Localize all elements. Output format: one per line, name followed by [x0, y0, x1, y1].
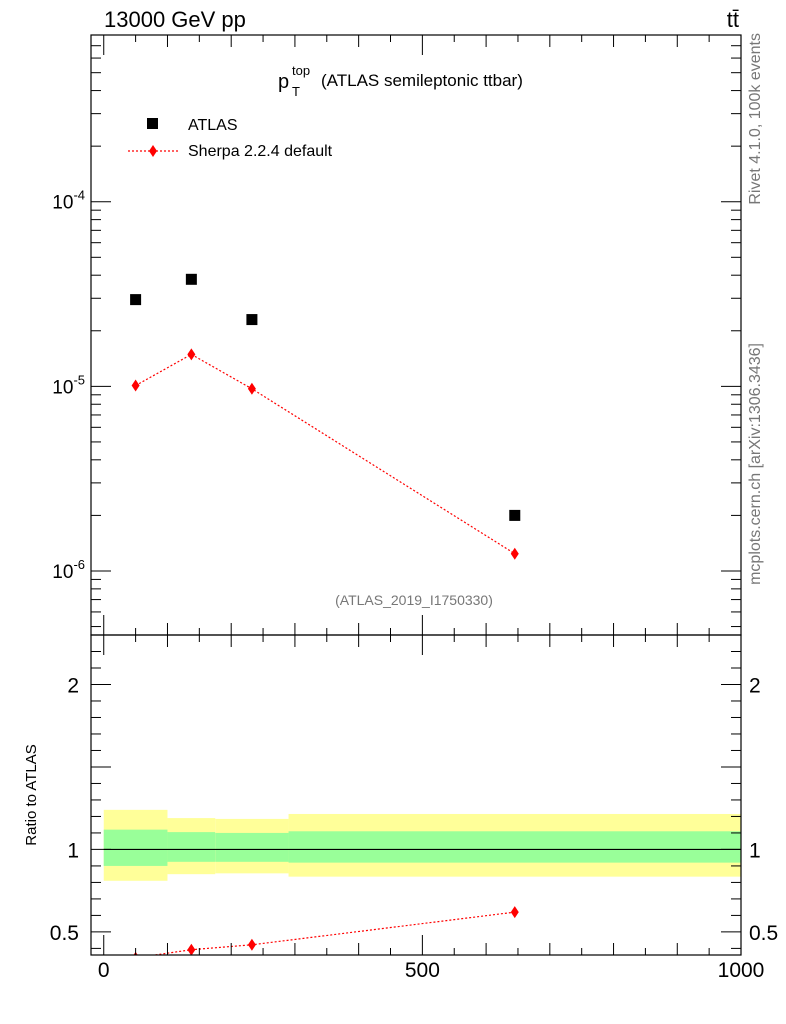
main-y-tick-label-0: 10-4 [52, 188, 85, 214]
ratio-y-tick-label-left-2: 2 [67, 674, 79, 697]
ratio-y-tick-label-right-0: 0.5 [749, 922, 778, 945]
ratio-inner-band-3 [288, 831, 741, 863]
sherpa-line [135, 353, 516, 555]
ratio-inner-band-0 [103, 829, 168, 866]
legend-atlas-marker [147, 118, 158, 129]
ratio-point-2 [247, 938, 256, 951]
atlas-point-2 [246, 314, 258, 326]
sherpa-point-3 [510, 547, 519, 560]
source-label: mcplots.cern.ch [arXiv:1306.3436] [747, 343, 764, 585]
title-description: (ATLAS semileptonic ttbar) [321, 71, 523, 90]
ratio-uncertainty-bands [103, 809, 741, 881]
ratio-y-tick-label-right-2: 2 [749, 674, 761, 697]
ratio-panel-frame [90, 634, 742, 956]
sherpa-point-2 [247, 382, 256, 395]
axis-tick-labels: 10-4 10-5 10-6 0 500 1000 0.5 0.5 1 1 2 2 [50, 188, 778, 982]
ratio-x-tick-label-1: 500 [405, 959, 440, 982]
ratio-y-tick-label-left-1: 1 [67, 839, 79, 862]
ratio-point-3 [510, 906, 519, 919]
title-subscript: T [292, 84, 300, 99]
title-superscript: top [292, 63, 310, 78]
axis-ticks [91, 34, 742, 955]
sherpa-point-1 [187, 348, 196, 361]
atlas-series [130, 273, 521, 521]
legend: ATLAS Sherpa 2.2.4 default [128, 117, 333, 160]
analysis-id-watermark: (ATLAS_2019_I1750330) [335, 592, 493, 608]
legend-sherpa-label: Sherpa 2.2.4 default [188, 143, 333, 160]
ratio-x-tick-label-2: 1000 [718, 959, 765, 982]
ratio-y-tick-label-left-0: 0.5 [50, 922, 79, 945]
main-y-tick-label-2: 10-6 [52, 557, 85, 583]
atlas-point-0 [130, 294, 142, 306]
ratio-inner-band-1 [167, 832, 216, 862]
sherpa-series [131, 348, 519, 560]
ratio-sherpa-line [150, 911, 515, 955]
header-energy: 13000 GeV pp [104, 7, 246, 32]
ratio-inner-band-2 [215, 832, 289, 862]
legend-sherpa-marker [149, 145, 157, 157]
ratio-y-axis-label: Ratio to ATLAS [23, 744, 40, 845]
title-p: p [278, 71, 289, 93]
ratio-x-tick-label-0: 0 [98, 959, 110, 982]
ratio-sherpa-series [133, 906, 519, 955]
atlas-point-1 [185, 273, 197, 285]
legend-atlas-label: ATLAS [188, 117, 238, 134]
sherpa-point-0 [131, 379, 140, 392]
rivet-version-label: Rivet 4.1.0, 100k events [747, 33, 764, 205]
header-process: tt̄ [727, 7, 739, 32]
main-y-tick-label-1: 10-5 [52, 372, 85, 398]
ratio-point-1 [187, 943, 196, 955]
atlas-point-3 [509, 509, 521, 521]
ratio-y-tick-label-right-1: 1 [749, 839, 761, 862]
main-title: p top T (ATLAS semileptonic ttbar) [278, 63, 523, 99]
